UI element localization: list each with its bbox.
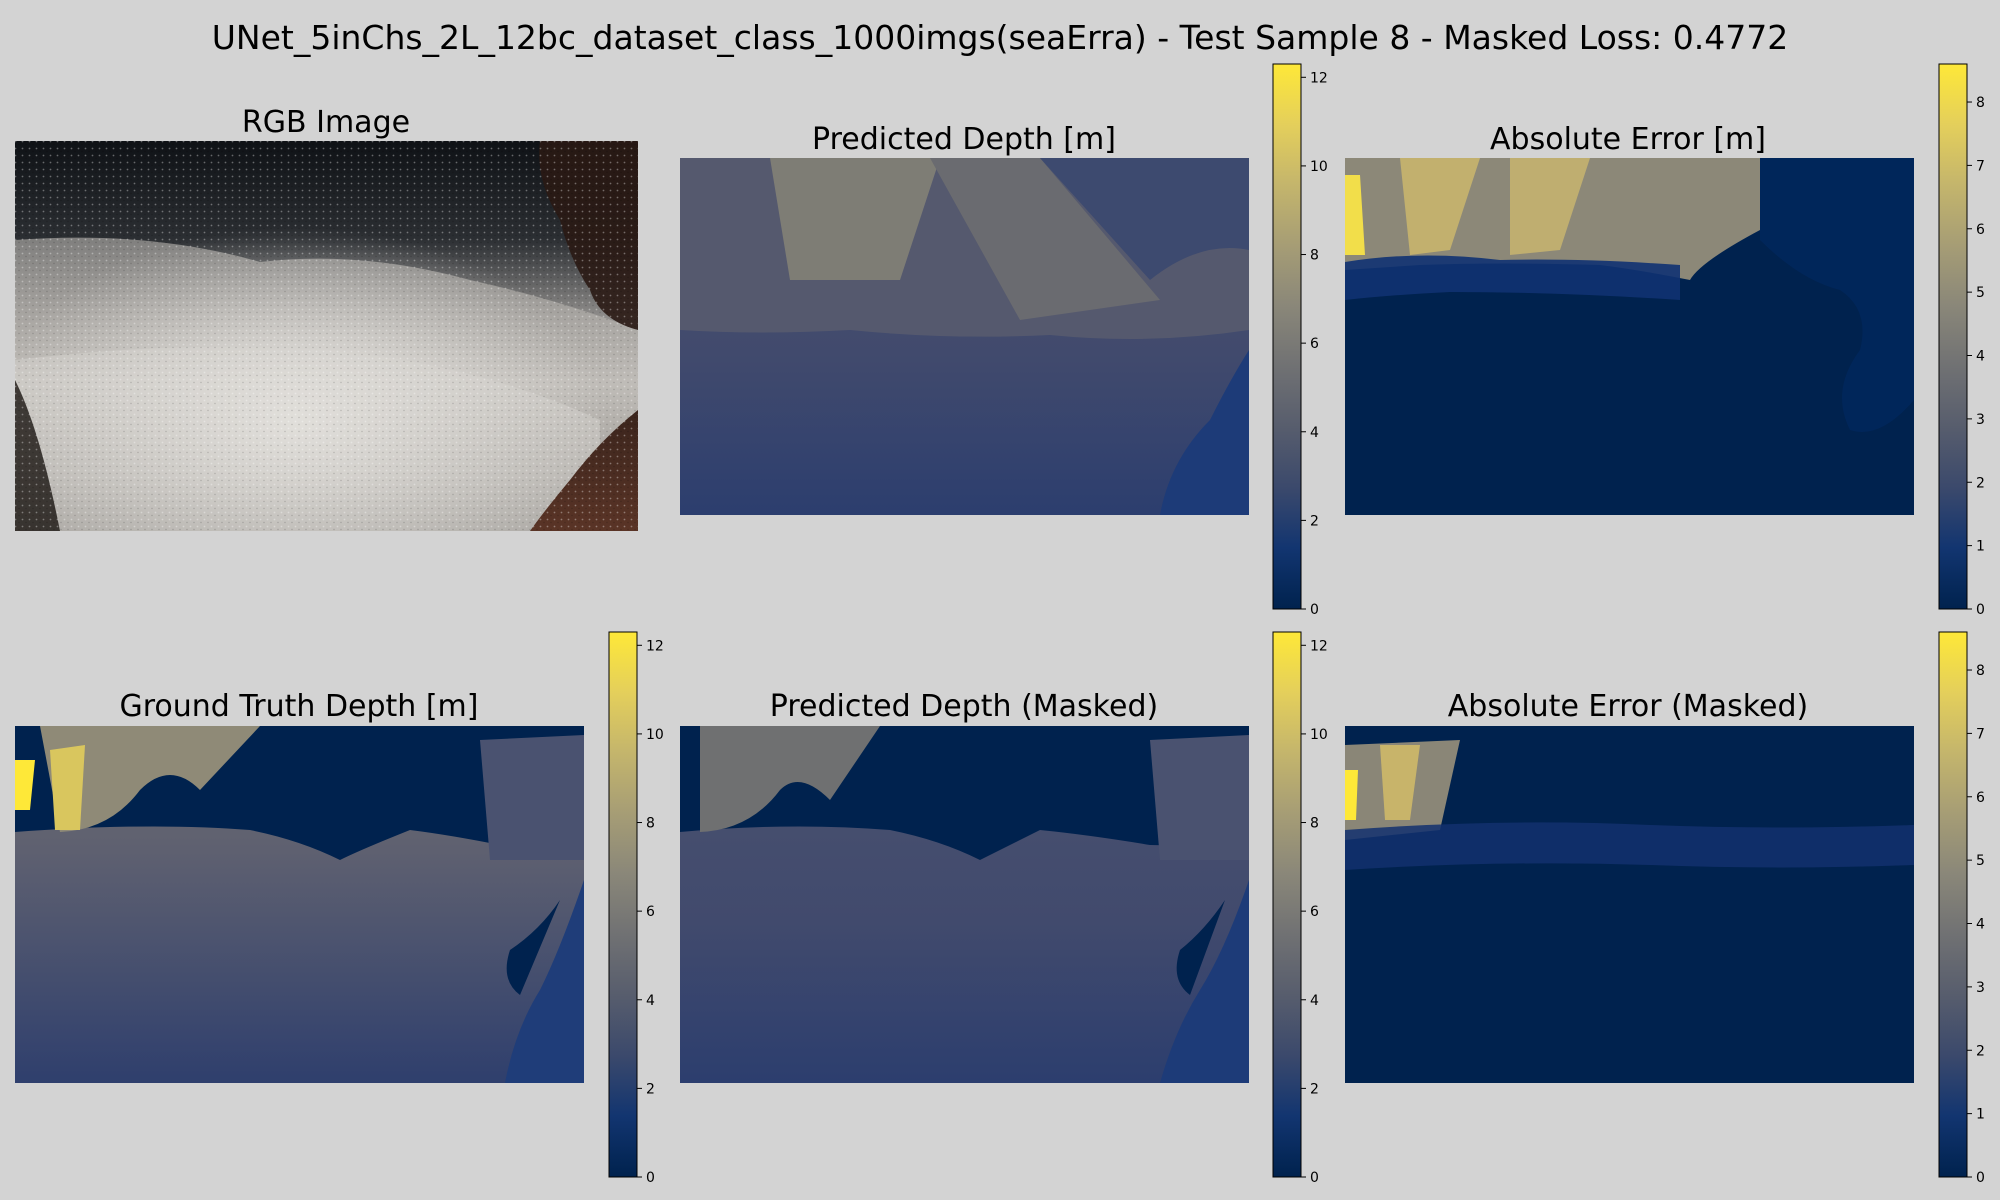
colorbar-tick-label: 10 xyxy=(1310,159,1328,175)
panel-title: Absolute Error (Masked) xyxy=(1448,689,1808,724)
colorbar-tick-label: 6 xyxy=(1310,904,1319,920)
colorbar-tick-label: 5 xyxy=(1976,853,1985,869)
heatmap-absolute-error-masked xyxy=(1345,726,1914,1083)
colorbar-ticks: 0 2 4 6 8 10 12 xyxy=(637,638,664,1186)
colorbar-tick-label: 0 xyxy=(1976,602,1985,618)
colorbar-tick-label: 12 xyxy=(1310,638,1328,654)
colorbar-absolute-error: 0 1 2 3 4 5 6 7 8 xyxy=(1938,63,1985,618)
rgb-image xyxy=(15,141,638,531)
colorbar-tick-label: 2 xyxy=(646,1081,655,1097)
colorbar-ticks: 0 1 2 3 4 5 6 7 8 xyxy=(1967,663,1985,1186)
figure-title: UNet_5inChs_2L_12bc_dataset_class_1000im… xyxy=(212,18,1788,57)
colorbar-tick-label: 0 xyxy=(1310,602,1319,618)
colorbar-absolute-error-masked: 0 1 2 3 4 5 6 7 8 xyxy=(1938,631,1985,1186)
panel-predicted-depth: Predicted Depth [m] 0 2 4 6 8 10 12 xyxy=(680,63,1328,618)
colorbar-tick-label: 2 xyxy=(1310,1081,1319,1097)
panel-title: Absolute Error [m] xyxy=(1490,122,1766,157)
colorbar-ground-truth-depth: 0 2 4 6 8 10 12 xyxy=(608,631,664,1186)
colorbar-tick-label: 12 xyxy=(1310,70,1328,86)
colorbar-tick-label: 4 xyxy=(1976,349,1985,365)
colorbar-tick-label: 8 xyxy=(1310,248,1319,264)
colorbar-predicted-depth-masked: 0 2 4 6 8 10 12 xyxy=(1272,631,1328,1186)
panel-rgb-image: RGB Image xyxy=(15,105,638,531)
colorbar-predicted-depth: 0 2 4 6 8 10 12 xyxy=(1272,63,1328,618)
colorbar-tick-label: 3 xyxy=(1976,980,1985,996)
colorbar-tick-label: 4 xyxy=(646,993,655,1009)
heatmap-predicted-depth-masked xyxy=(680,726,1249,1083)
colorbar-tick-label: 6 xyxy=(1310,336,1319,352)
colorbar xyxy=(1938,631,1968,1178)
colorbar-ticks: 0 2 4 6 8 10 12 xyxy=(1301,638,1328,1186)
colorbar xyxy=(1272,63,1302,610)
panel-title: Predicted Depth (Masked) xyxy=(770,689,1158,724)
colorbar-tick-label: 7 xyxy=(1976,158,1985,174)
colorbar-tick-label: 2 xyxy=(1976,475,1985,491)
colorbar-tick-label: 8 xyxy=(1976,663,1985,679)
heatmap-predicted-depth xyxy=(680,158,1249,515)
colorbar-tick-label: 8 xyxy=(646,816,655,832)
panel-title: Predicted Depth [m] xyxy=(812,122,1116,157)
colorbar-tick-label: 4 xyxy=(1976,917,1985,933)
colorbar-tick-label: 6 xyxy=(1976,222,1985,238)
colorbar-tick-label: 7 xyxy=(1976,726,1985,742)
colorbar-tick-label: 4 xyxy=(1310,993,1319,1009)
colorbar-tick-label: 6 xyxy=(646,904,655,920)
panel-absolute-error: Absolute Error [m] 0 1 2 3 4 5 6 7 8 xyxy=(1345,63,1985,618)
colorbar-tick-label: 2 xyxy=(1976,1043,1985,1059)
colorbar-tick-label: 4 xyxy=(1310,425,1319,441)
panel-title: Ground Truth Depth [m] xyxy=(119,689,478,724)
panel-title: RGB Image xyxy=(242,105,410,140)
colorbar-tick-label: 3 xyxy=(1976,412,1985,428)
panel-absolute-error-masked: Absolute Error (Masked) 0 1 2 3 4 5 6 7 8 xyxy=(1345,631,1985,1186)
colorbar xyxy=(1272,631,1302,1178)
heatmap-ground-truth-depth xyxy=(15,726,584,1083)
colorbar-ticks: 0 1 2 3 4 5 6 7 8 xyxy=(1967,95,1985,618)
colorbar-tick-label: 8 xyxy=(1976,95,1985,111)
colorbar-ticks: 0 2 4 6 8 10 12 xyxy=(1301,70,1328,618)
colorbar-tick-label: 1 xyxy=(1976,539,1985,555)
colorbar-tick-label: 10 xyxy=(1310,727,1328,743)
colorbar-tick-label: 8 xyxy=(1310,816,1319,832)
panel-ground-truth-depth: Ground Truth Depth [m] 0 2 4 6 8 10 12 xyxy=(15,631,664,1186)
colorbar-tick-label: 0 xyxy=(1310,1170,1319,1186)
colorbar-tick-label: 10 xyxy=(646,727,664,743)
colorbar-tick-label: 0 xyxy=(646,1170,655,1186)
colorbar xyxy=(608,631,638,1178)
colorbar-tick-label: 1 xyxy=(1976,1107,1985,1123)
colorbar xyxy=(1938,63,1968,610)
colorbar-tick-label: 12 xyxy=(646,638,664,654)
panel-predicted-depth-masked: Predicted Depth (Masked) 0 2 4 6 8 10 12 xyxy=(680,631,1328,1186)
colorbar-tick-label: 5 xyxy=(1976,285,1985,301)
colorbar-tick-label: 0 xyxy=(1976,1170,1985,1186)
colorbar-tick-label: 6 xyxy=(1976,790,1985,806)
heatmap-absolute-error xyxy=(1345,158,1914,515)
colorbar-tick-label: 2 xyxy=(1310,513,1319,529)
